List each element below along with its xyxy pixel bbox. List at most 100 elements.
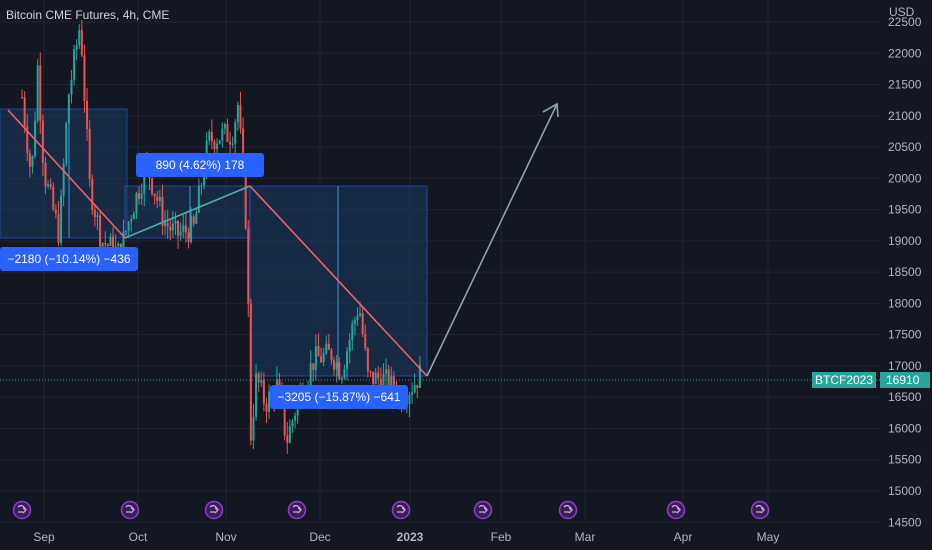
candle-body [57,213,60,243]
event-marker-icon[interactable] [287,500,307,520]
candle-body [234,122,237,144]
candle-body [104,243,107,245]
candle-body [184,225,187,233]
candle-body [260,379,263,383]
y-tick-label: 17500 [888,328,922,342]
candle-body [161,196,164,226]
measurement-label-bg [270,385,408,409]
candle-body [348,340,351,352]
y-tick-label: 22500 [888,15,922,29]
candle-body [143,167,146,194]
candle-body [382,373,385,392]
candle-body [73,49,76,80]
candle-body [65,123,68,164]
candle-body [117,243,120,247]
candle-body [338,362,341,380]
event-marker-icon[interactable] [204,500,224,520]
candle-body [44,162,47,187]
time-axis[interactable]: Sep Oct Nov Dec 2023 Feb Mar Apr May [33,530,779,544]
candle-body [47,184,50,187]
candle-body [314,346,317,371]
candle-body [286,435,289,443]
candle-body [190,216,193,243]
candle-body [390,376,393,392]
event-marker-icon[interactable] [473,500,493,520]
candle-body [216,143,219,150]
candle-body [138,192,141,199]
candle-body [252,416,255,441]
candle-body [109,236,112,246]
candle-body [151,178,154,194]
y-tick-label: 22000 [888,46,922,60]
candle-body [213,141,216,150]
measurement-label: −3205 (−15.87%) −641 [277,390,400,404]
candle-body [223,124,226,129]
event-marker-icon[interactable] [750,500,770,520]
candle-body [418,364,421,388]
candle-body [364,334,367,349]
candle-body [283,402,286,436]
candle-body [294,415,297,421]
candle-body [353,320,356,325]
candle-body [317,346,320,357]
candle-body [101,243,104,247]
candle-body [278,379,281,388]
event-marker-icon[interactable] [120,500,140,520]
candle-body [379,378,382,392]
candle-body [187,232,190,243]
candle-body [356,315,359,321]
candle-body [218,140,221,144]
candle-body [70,79,73,95]
y-tick-label: 16500 [888,390,922,404]
y-tick-label: 15000 [888,484,922,498]
candle-body [236,104,239,123]
candle-body [325,343,328,353]
candle-body [351,324,354,341]
candle-body [343,369,346,379]
trend-line-up[interactable] [124,185,251,239]
candle-body [385,369,388,374]
candle-body [39,65,42,121]
candle-body [249,303,252,441]
y-tick-label: 20500 [888,140,922,154]
price-axis[interactable]: 14500 15000 15500 16000 16500 17000 17500 18000… [888,15,922,529]
candle-body [96,215,99,218]
candle-body [132,213,135,220]
candle-body [36,65,39,121]
candle-body [140,193,143,199]
trend-line-down-1[interactable] [7,109,126,239]
candle-body [322,352,325,363]
candle-body [408,394,411,405]
y-tick-label: 19000 [888,234,922,248]
event-marker-icon[interactable] [666,500,686,520]
event-marker-icon[interactable] [391,500,411,520]
projection-line[interactable] [426,103,558,377]
candle-body [86,100,89,130]
candle-body [171,223,174,231]
candle-body [366,348,369,372]
candle-body [255,373,258,417]
candle-body [67,94,70,124]
candle-body [125,230,128,232]
trend-lines [7,102,559,377]
candle-body [247,228,250,304]
event-marker-icon[interactable] [558,500,578,520]
measurement-labels: −2180 (−10.14%) −436 890 (4.62%) 178 −3205… [0,153,408,409]
event-markers[interactable] [12,500,770,520]
candle-body [158,196,161,201]
candle-body [80,30,83,56]
candle-body [130,219,133,222]
candle-body [93,209,96,218]
event-marker-icon[interactable] [12,500,32,520]
measurement-label: −2180 (−10.14%) −436 [7,252,130,266]
candle-body [242,128,245,167]
candle-body [192,216,195,224]
candle-body [210,131,213,142]
trend-line-down-2[interactable] [249,185,428,377]
y-tick-label: 19500 [888,203,922,217]
y-tick-label: 15500 [888,453,922,467]
candle-body [416,384,419,388]
candle-body [312,363,315,371]
candle-body [340,378,343,380]
